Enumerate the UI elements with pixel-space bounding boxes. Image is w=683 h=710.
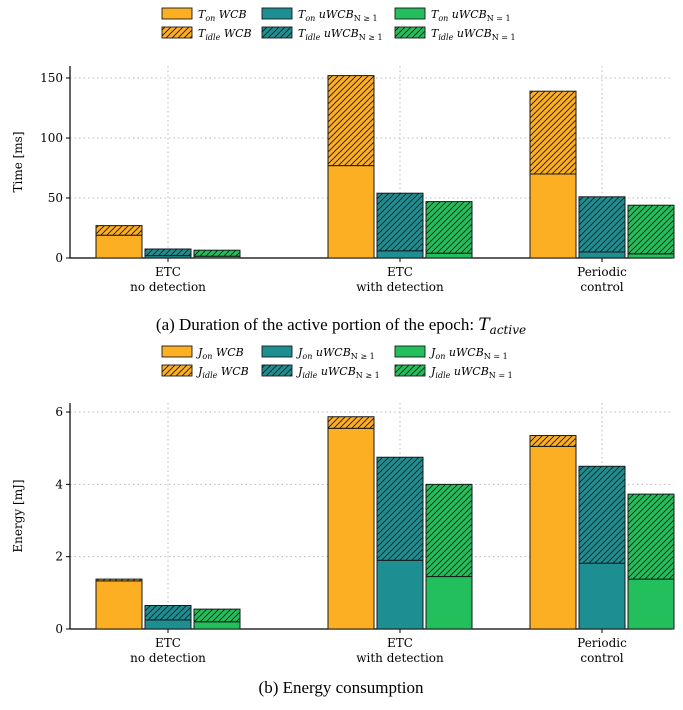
bar-wcb-on xyxy=(529,445,577,630)
x-tick-label: no detection xyxy=(130,280,206,294)
bar-wcb-on xyxy=(95,234,143,259)
bar-uwcb_ge1-idle xyxy=(578,465,626,564)
legend-swatch-uwcb_eq1-on xyxy=(394,345,426,358)
bar-uwcb_eq1-idle xyxy=(193,608,241,623)
legend-label: Jidle uWCBN = 1 xyxy=(429,365,513,380)
bars xyxy=(95,75,675,259)
legend-swatch-wcb-on xyxy=(161,345,193,358)
bar-wcb-idle xyxy=(529,435,577,447)
bars xyxy=(95,416,675,630)
bar-uwcb_ge1-idle xyxy=(144,604,192,621)
figure-caption: (a) Duration of the active portion of th… xyxy=(156,315,526,337)
y-tick-label: 0 xyxy=(55,622,63,636)
legend: Jon WCB Jon uWCBN ≥ 1 Jon uWCBN = 1 Jidle W… xyxy=(161,345,513,380)
x-tick-label: ETC xyxy=(155,265,181,279)
chart-energy-consumption: Jon WCB Jon uWCBN ≥ 1 Jon uWCBN = 1 Jidle W… xyxy=(11,345,675,697)
x-tick-label: ETC xyxy=(387,265,413,279)
legend-label: Jon uWCBN ≥ 1 xyxy=(296,346,375,361)
legend-swatch-uwcb_ge1-idle xyxy=(261,26,293,39)
x-tick-label: Periodic xyxy=(577,265,627,279)
y-axis-label: Time [ms] xyxy=(11,131,25,192)
bar-wcb-idle xyxy=(529,90,577,175)
y-tick-label: 6 xyxy=(55,405,63,419)
bar-uwcb_ge1-on xyxy=(578,251,626,259)
bar-uwcb_eq1-on xyxy=(193,621,241,630)
bar-uwcb_eq1-idle xyxy=(193,249,241,257)
legend-label: Jidle uWCBN ≥ 1 xyxy=(296,365,380,380)
figure-caption: (b) Energy consumption xyxy=(259,678,424,697)
y-tick-label: 4 xyxy=(55,477,63,491)
y-tick-label: 100 xyxy=(40,131,63,145)
legend-swatch-uwcb_ge1-idle xyxy=(261,364,293,377)
legend-swatch-uwcb_ge1-on xyxy=(261,7,293,20)
x-tick-label: Periodic xyxy=(577,636,627,650)
legend-label: Jidle WCB xyxy=(196,365,249,380)
legend-swatch-wcb-idle xyxy=(161,364,193,377)
x-tick-label: ETC xyxy=(387,636,413,650)
bar-uwcb_ge1-idle xyxy=(376,456,424,561)
bar-wcb-idle xyxy=(327,416,375,429)
legend-label: Ton WCB xyxy=(198,8,247,23)
bar-uwcb_eq1-on xyxy=(425,252,473,259)
bar-uwcb_eq1-idle xyxy=(627,493,675,580)
bar-uwcb_ge1-idle xyxy=(578,196,626,253)
legend-label: Ton uWCBN = 1 xyxy=(431,8,511,23)
bar-wcb-on xyxy=(327,165,375,259)
x-tick-label: no detection xyxy=(130,651,206,665)
y-axis-label: Energy [mJ] xyxy=(11,479,25,552)
x-tick-label: control xyxy=(580,280,623,294)
bar-uwcb_ge1-idle xyxy=(144,248,192,257)
bar-uwcb_ge1-on xyxy=(376,250,424,259)
legend-swatch-uwcb_eq1-on xyxy=(394,7,426,20)
legend-swatch-wcb-on xyxy=(161,7,193,20)
legend-label: Tidle WCB xyxy=(198,27,252,42)
bar-uwcb_ge1-on xyxy=(376,559,424,630)
bar-uwcb_eq1-on xyxy=(425,576,473,630)
bar-uwcb_eq1-idle xyxy=(627,204,675,255)
x-tick-label: with detection xyxy=(356,280,444,294)
bar-wcb-idle xyxy=(95,225,143,236)
legend-label: Ton uWCBN ≥ 1 xyxy=(298,8,378,23)
bar-wcb-on xyxy=(529,173,577,259)
y-tick-label: 150 xyxy=(40,71,63,85)
legend-swatch-uwcb_ge1-on xyxy=(261,345,293,358)
legend-label: Tidle uWCBN = 1 xyxy=(431,27,516,42)
legend-swatch-uwcb_eq1-idle xyxy=(394,364,426,377)
legend-label: Jon uWCBN = 1 xyxy=(429,346,508,361)
x-tick-label: with detection xyxy=(356,651,444,665)
y-tick-label: 2 xyxy=(55,550,63,564)
y-tick-label: 0 xyxy=(55,251,63,265)
bar-wcb-on xyxy=(327,427,375,630)
y-tick-label: 50 xyxy=(48,191,63,205)
legend-swatch-wcb-idle xyxy=(161,26,193,39)
bar-uwcb_ge1-on xyxy=(144,619,192,630)
bar-uwcb_eq1-idle xyxy=(425,201,473,254)
x-tick-label: control xyxy=(580,651,623,665)
bar-uwcb_ge1-idle xyxy=(376,192,424,252)
bar-uwcb_eq1-on xyxy=(627,253,675,259)
legend-label: Tidle uWCBN ≥ 1 xyxy=(298,27,383,42)
bar-uwcb_ge1-on xyxy=(578,562,626,630)
x-tick-label: ETC xyxy=(155,636,181,650)
chart-active-duration: Ton WCB Ton uWCBN ≥ 1 Ton uWCBN = 1 Tidle W… xyxy=(11,7,675,337)
bar-wcb-idle xyxy=(327,75,375,167)
legend: Ton WCB Ton uWCBN ≥ 1 Ton uWCBN = 1 Tidle W… xyxy=(161,7,516,42)
bar-wcb-idle xyxy=(95,578,143,582)
bar-uwcb_eq1-idle xyxy=(425,483,473,578)
legend-label: Jon WCB xyxy=(196,346,244,361)
bar-uwcb_eq1-on xyxy=(627,578,675,630)
bar-wcb-on xyxy=(95,580,143,630)
legend-swatch-uwcb_eq1-idle xyxy=(394,26,426,39)
